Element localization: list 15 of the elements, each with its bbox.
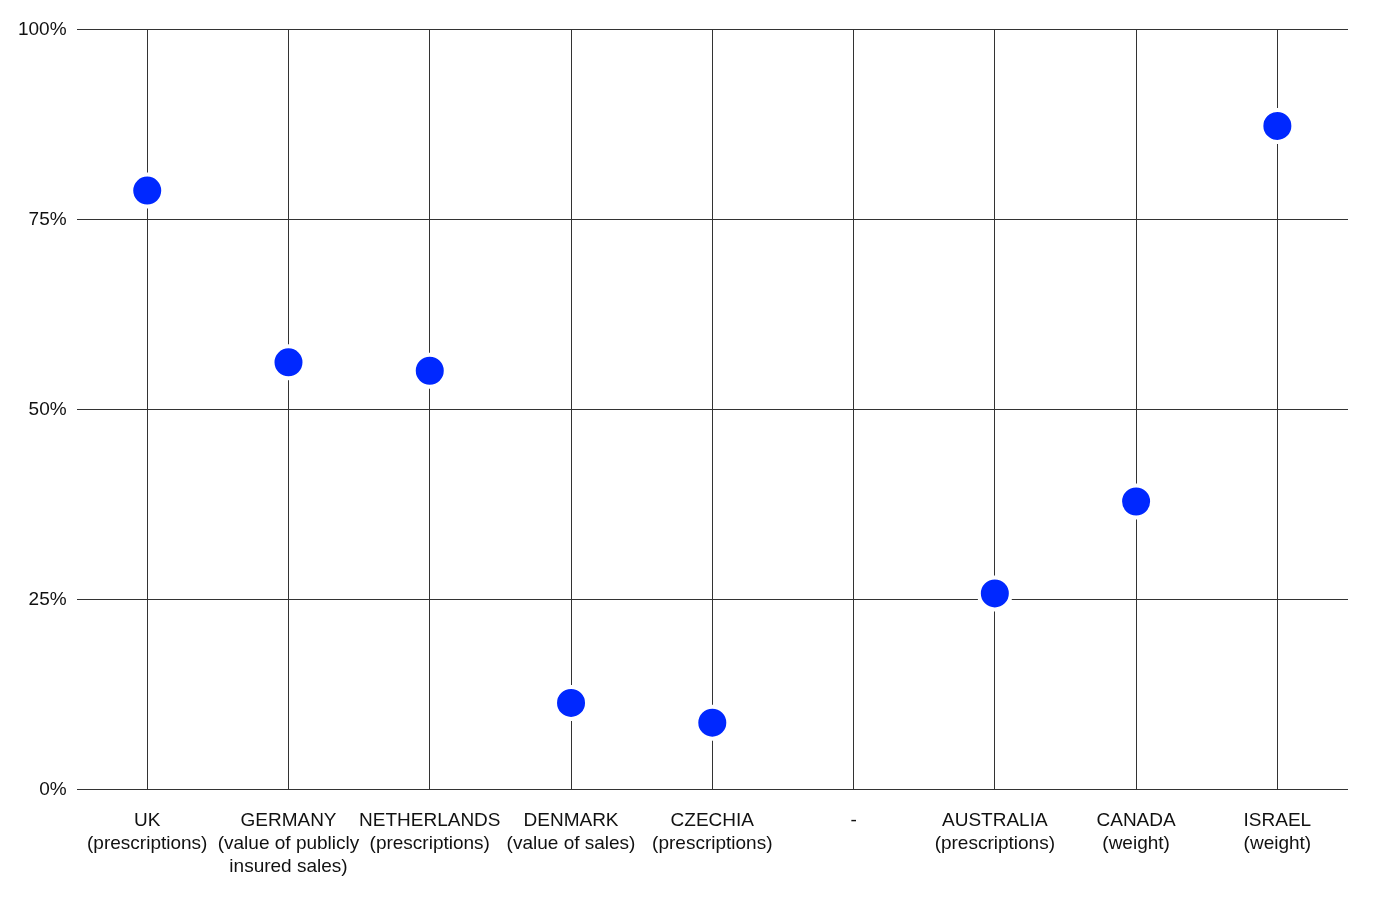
x-tick-label: CZECHIA (prescriptions) — [652, 809, 773, 854]
x-tick-label: ISRAEL (weight) — [1243, 809, 1312, 854]
x-tick-label: - — [850, 809, 857, 831]
x-tick-label: GERMANY (value of publicly insured sales) — [217, 809, 360, 876]
x-tick-label: DENMARK (value of sales) — [506, 809, 636, 854]
x-tick-label: AUSTRALIA (prescriptions) — [934, 809, 1056, 854]
x-tick-label: UK (prescriptions) — [87, 809, 208, 854]
y-tick-label: 100% — [17, 17, 67, 39]
point — [976, 575, 1013, 612]
x-tick-label: NETHERLANDS (prescriptions) — [359, 809, 501, 854]
x-tick-label: CANADA (weight) — [1096, 809, 1177, 854]
y-tick-label: 0% — [39, 777, 67, 799]
y-tick-label: 50% — [28, 397, 67, 419]
y-tick-label: 25% — [28, 587, 67, 609]
y-tick-label: 75% — [28, 207, 67, 229]
